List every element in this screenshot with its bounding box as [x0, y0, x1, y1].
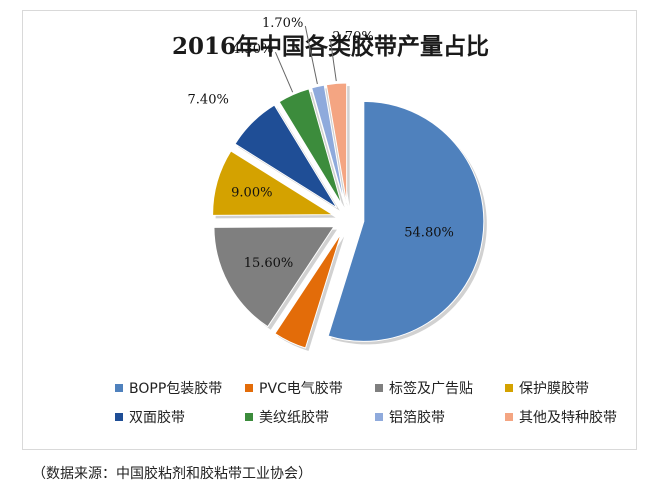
legend-label: BOPP包装胶带: [129, 380, 223, 397]
legend-item: PVC电气胶带: [245, 378, 375, 398]
legend-label: 美纹纸胶带: [259, 409, 329, 426]
data-label: 2.70%: [332, 30, 373, 45]
leader-line: [329, 39, 337, 82]
data-label: 9.00%: [231, 186, 272, 201]
legend-label: 标签及广告贴: [389, 380, 473, 397]
data-label: 7.40%: [188, 92, 229, 107]
pie-slice: [327, 100, 485, 342]
data-label: 1.70%: [262, 16, 303, 31]
legend-row: BOPP包装胶带 PVC电气胶带 标签及广告贴 保护膜胶带: [115, 373, 635, 402]
leader-line: [274, 51, 294, 93]
legend-item: 保护膜胶带: [505, 378, 635, 398]
pie-slice: [311, 84, 345, 204]
legend-row: 双面胶带 美纹纸胶带 铝箔胶带 其他及特种胶带: [115, 402, 635, 431]
data-label: 4.30%: [232, 42, 273, 57]
source-note: （数据来源：中国胶粘剂和胶粘带工业协会）: [32, 466, 312, 482]
legend-swatch: [115, 412, 123, 421]
legend-item: 标签及广告贴: [375, 378, 505, 398]
legend-item: 铝箔胶带: [375, 407, 505, 427]
pie-slice: [325, 82, 348, 204]
legend-label: 保护膜胶带: [519, 380, 589, 397]
leader-line: [304, 25, 318, 85]
pie-slice: [234, 104, 338, 209]
legend-swatch: [505, 383, 513, 392]
legend-label: PVC电气胶带: [259, 380, 343, 397]
legend-label: 铝箔胶带: [389, 409, 445, 426]
pie-slice: [278, 88, 343, 205]
chart-container: 2016年中国各类胶带产量占比 54.80%4.50%15.60%9.00%7.…: [22, 10, 637, 450]
legend-label: 双面胶带: [129, 409, 185, 426]
legend-item: BOPP包装胶带: [115, 378, 245, 398]
legend-swatch: [245, 412, 253, 421]
legend-item: 其他及特种胶带: [505, 407, 635, 427]
legend-swatch: [375, 412, 383, 421]
legend-swatch: [245, 383, 253, 392]
data-label: 15.60%: [244, 256, 294, 271]
chart-title: 2016年中国各类胶带产量占比: [171, 33, 489, 60]
legend-swatch: [375, 383, 383, 392]
data-label: 54.80%: [404, 225, 454, 240]
legend-item: 双面胶带: [115, 407, 245, 427]
legend-item: 美纹纸胶带: [245, 407, 375, 427]
legend-label: 其他及特种胶带: [519, 409, 617, 426]
pie-chart: 54.80%4.50%15.60%9.00%7.40%4.30%1.70%2.7…: [188, 16, 487, 352]
pie-slice: [213, 226, 335, 328]
pie-slice: [274, 233, 342, 349]
legend-swatch: [505, 412, 513, 421]
pie-slice: [212, 150, 335, 216]
legend: BOPP包装胶带 PVC电气胶带 标签及广告贴 保护膜胶带双面胶带 美纹纸胶带 铝箔胶带 其…: [115, 373, 635, 431]
legend-swatch: [115, 383, 123, 392]
